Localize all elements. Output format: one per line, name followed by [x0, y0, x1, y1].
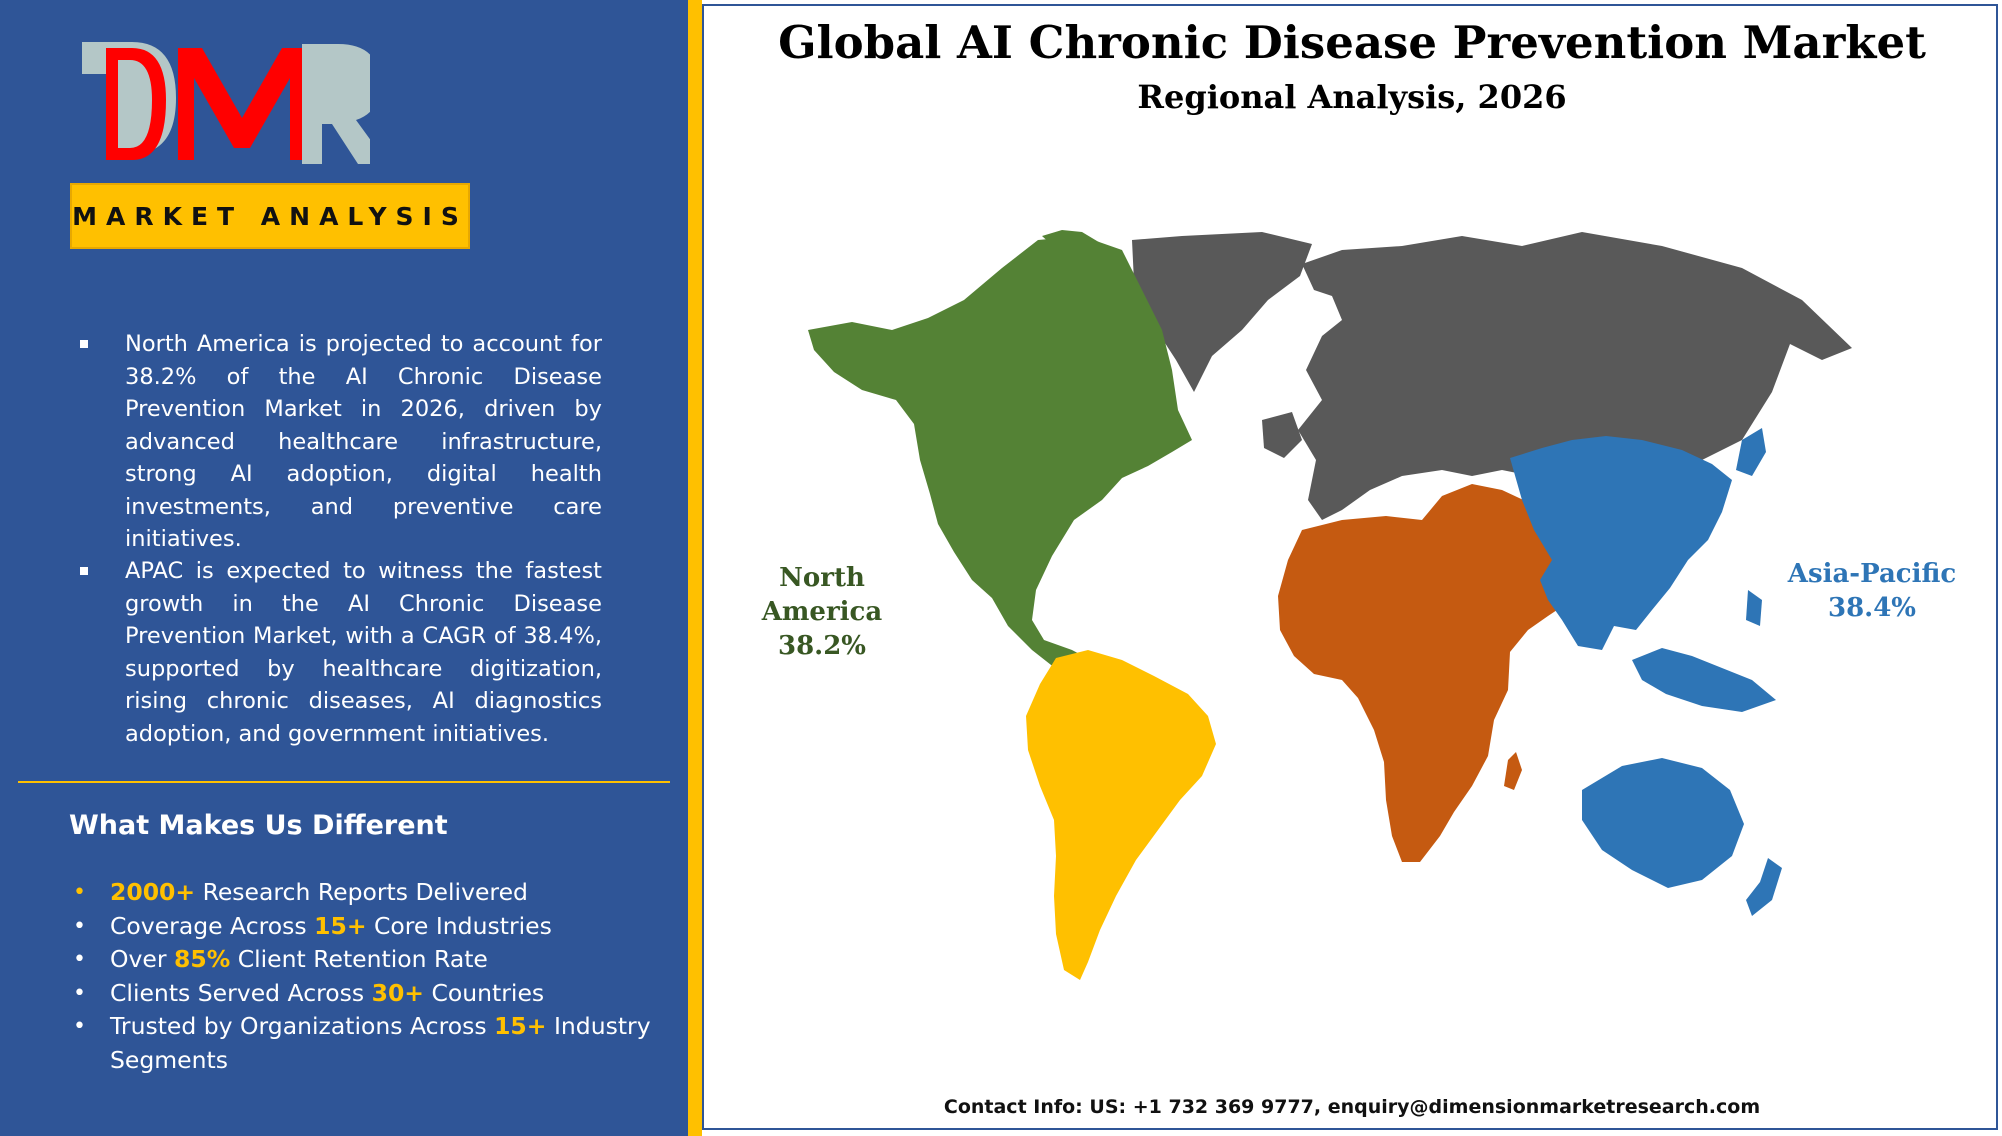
bullet-dot-icon: •	[73, 947, 86, 972]
square-bullet-icon	[80, 567, 88, 575]
bullet-dot-icon: •	[73, 880, 86, 905]
badge-label: MARKET ANALYSIS	[72, 201, 468, 231]
list-item: • Over 85% Client Retention Rate	[70, 943, 670, 977]
list-item: • Trusted by Organizations Across 15+ Ind…	[73, 1012, 651, 1074]
market-analysis-badge: MARKET ANALYSIS	[70, 183, 470, 249]
different-title: What Makes Us Different	[69, 810, 448, 841]
region-asia-pacific	[1510, 428, 1782, 916]
region-middle-east-africa	[1278, 484, 1582, 862]
insight-north-america: North America is projected to account fo…	[78, 328, 602, 556]
insight-text: APAC is expected to witness the fastest …	[125, 558, 602, 747]
dmr-logo	[82, 42, 370, 164]
list-item: • 2000+ Research Reports Delivered	[70, 876, 670, 910]
label-asia-pacific: Asia-Pacific 38.4%	[1787, 559, 1957, 623]
map-subtitle: Regional Analysis, 2026	[1137, 78, 1567, 116]
label-north-america: North America 38.2%	[761, 563, 883, 661]
list-item: • Clients Served Across 30+ Countries	[70, 977, 670, 1011]
bullet-dot-icon: •	[73, 1014, 86, 1039]
bullet-dot-icon: •	[73, 913, 86, 939]
list-item: • Coverage Across 15+ Core Industries	[70, 910, 670, 944]
section-divider	[18, 781, 670, 783]
bullet-dot-icon: •	[73, 980, 86, 1006]
map-title: Global AI Chronic Disease Prevention Mar…	[778, 16, 1926, 69]
world-map	[808, 230, 1852, 980]
map-panel: Global AI Chronic Disease Prevention Mar…	[702, 0, 2002, 1136]
insight-text: North America is projected to account fo…	[125, 331, 602, 552]
left-panel: MARKET ANALYSIS North America is project…	[0, 0, 688, 1136]
region-north-america	[808, 230, 1192, 686]
region-rest-of-world	[1132, 232, 1852, 520]
map-frame	[702, 4, 1998, 1130]
insight-apac: APAC is expected to witness the fastest …	[78, 555, 602, 750]
region-latin-america	[1026, 650, 1216, 980]
gold-divider	[688, 0, 702, 1136]
different-list: • 2000+ Research Reports Delivered • Cover…	[70, 876, 670, 1077]
contact-info: Contact Info: US: +1 732 369 9777, enqui…	[943, 1096, 1761, 1118]
square-bullet-icon	[80, 340, 88, 348]
